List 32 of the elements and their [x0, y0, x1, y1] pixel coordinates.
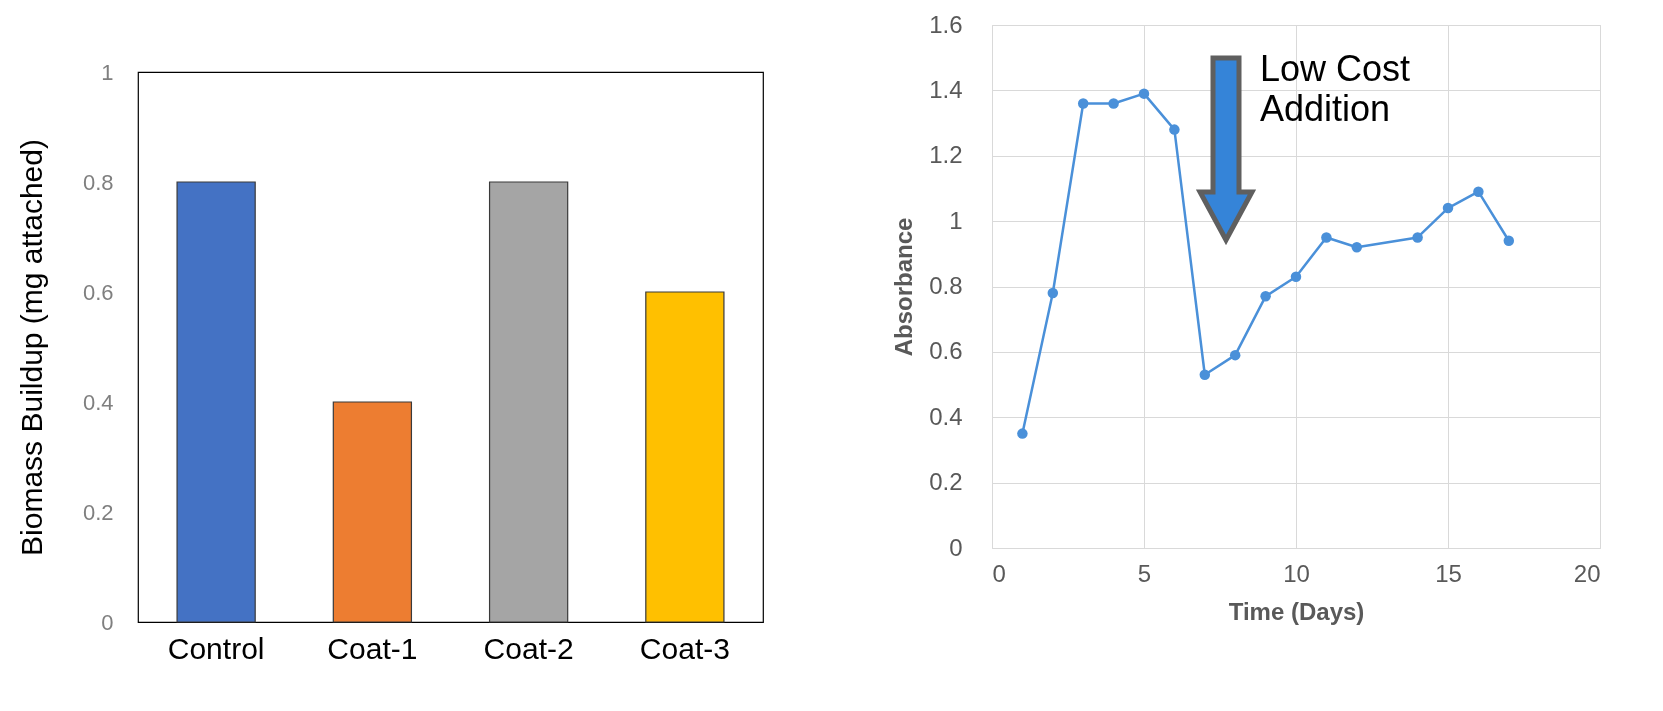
y-tick-label: 0.4	[929, 402, 963, 430]
y-tick-label: 1.4	[929, 75, 963, 103]
annotation: Low Cost Addition	[1260, 48, 1412, 130]
y-tick-label: 0.4	[82, 389, 114, 415]
y-tick-label: 0.8	[82, 169, 114, 195]
bar	[176, 181, 256, 623]
bar	[488, 181, 569, 623]
y-tick-label: 0	[101, 609, 114, 635]
x-axis-title: Time (Days)	[1228, 597, 1365, 625]
x-tick-label: Coat-3	[639, 631, 730, 665]
x-tick-label: 15	[1435, 559, 1462, 587]
y-tick-label: 1.2	[929, 141, 963, 169]
x-tick-label: 20	[1573, 559, 1601, 587]
y-tick-label: 1.6	[929, 10, 963, 38]
x-tick-label: 5	[1137, 559, 1152, 587]
y-tick-label: 1	[949, 206, 963, 234]
x-tick-label: Control	[167, 631, 265, 665]
y-tick-label: 0.2	[82, 499, 114, 525]
y-axis-title: Absorbance	[890, 217, 918, 357]
y-tick-label: 0.8	[929, 272, 963, 299]
x-tick-label: 0	[992, 559, 1006, 587]
x-tick-label: Coat-2	[483, 631, 574, 665]
y-tick-label: 0.6	[82, 279, 114, 305]
bar	[332, 401, 413, 623]
y-tick-label: 0.6	[929, 337, 963, 365]
bar	[645, 291, 725, 623]
y-tick-label: 0.2	[929, 468, 963, 496]
y-tick-label: 1	[101, 59, 114, 85]
x-tick-label: 10	[1283, 559, 1310, 587]
y-axis-title: Biomass Buildup (mg attached)	[14, 139, 48, 556]
y-tick-label: 0	[949, 533, 963, 561]
x-tick-label: Coat-1	[327, 631, 418, 665]
